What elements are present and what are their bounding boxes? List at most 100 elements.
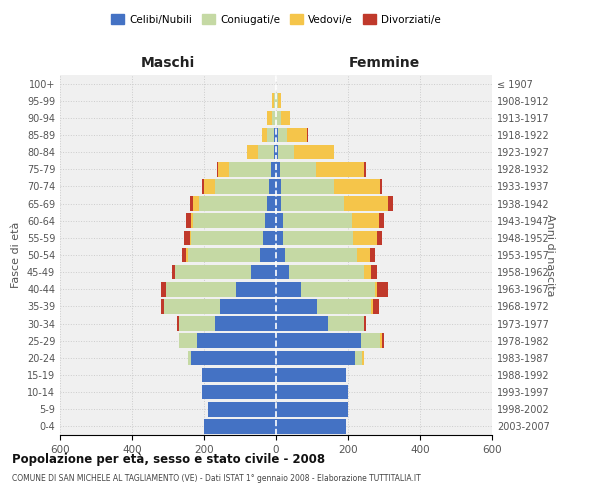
Bar xyxy=(276,385,348,400)
Bar xyxy=(179,334,197,348)
Bar xyxy=(276,214,283,228)
Bar xyxy=(269,179,276,194)
Bar xyxy=(276,402,348,416)
Bar xyxy=(191,350,276,365)
Bar xyxy=(276,419,346,434)
Bar xyxy=(215,316,276,331)
Bar xyxy=(263,230,276,245)
Bar xyxy=(355,350,362,365)
Bar xyxy=(276,334,361,348)
Bar xyxy=(317,299,371,314)
Bar xyxy=(353,230,377,245)
Bar xyxy=(166,282,236,296)
Bar xyxy=(276,282,301,296)
Bar xyxy=(287,128,307,142)
Bar xyxy=(307,128,308,142)
Y-axis label: Fasce di età: Fasce di età xyxy=(11,222,21,288)
Bar xyxy=(186,214,191,228)
Bar xyxy=(186,248,188,262)
Bar xyxy=(364,265,371,280)
Bar xyxy=(301,282,375,296)
Bar xyxy=(190,230,191,245)
Bar xyxy=(373,299,379,314)
Bar xyxy=(161,282,166,296)
Bar xyxy=(283,230,353,245)
Bar xyxy=(262,128,267,142)
Bar xyxy=(377,282,388,296)
Text: COMUNE DI SAN MICHELE AL TAGLIAMENTO (VE) - Dati ISTAT 1° gennaio 2008 - Elabora: COMUNE DI SAN MICHELE AL TAGLIAMENTO (VE… xyxy=(12,474,421,483)
Bar xyxy=(220,299,276,314)
Bar xyxy=(361,334,380,348)
Bar xyxy=(218,162,229,176)
Bar xyxy=(276,179,281,194)
Bar xyxy=(281,196,344,211)
Bar xyxy=(278,128,287,142)
Bar xyxy=(202,368,276,382)
Bar xyxy=(379,214,384,228)
Text: Maschi: Maschi xyxy=(141,56,195,70)
Bar xyxy=(265,214,276,228)
Bar xyxy=(278,145,294,160)
Bar xyxy=(276,145,278,160)
Bar xyxy=(208,402,276,416)
Bar xyxy=(352,214,379,228)
Bar xyxy=(281,179,334,194)
Bar xyxy=(164,299,220,314)
Bar xyxy=(283,214,352,228)
Bar xyxy=(190,196,193,211)
Bar xyxy=(276,368,346,382)
Bar xyxy=(179,316,215,331)
Bar xyxy=(334,179,380,194)
Bar xyxy=(316,162,364,176)
Bar xyxy=(175,265,251,280)
Bar xyxy=(188,248,260,262)
Bar xyxy=(375,282,377,296)
Bar xyxy=(204,419,276,434)
Bar xyxy=(202,179,204,194)
Bar xyxy=(357,248,370,262)
Bar xyxy=(280,162,316,176)
Bar xyxy=(371,265,377,280)
Bar xyxy=(217,162,218,176)
Bar xyxy=(276,230,283,245)
Bar xyxy=(177,316,179,331)
Bar xyxy=(281,110,290,125)
Bar xyxy=(274,94,276,108)
Bar xyxy=(380,334,382,348)
Bar xyxy=(276,316,328,331)
Bar xyxy=(229,162,271,176)
Bar xyxy=(251,265,276,280)
Bar xyxy=(388,196,393,211)
Bar xyxy=(267,196,276,211)
Bar xyxy=(184,230,190,245)
Bar xyxy=(274,145,276,160)
Bar xyxy=(172,265,175,280)
Bar xyxy=(182,248,186,262)
Bar xyxy=(258,145,274,160)
Bar xyxy=(236,282,276,296)
Bar xyxy=(191,230,263,245)
Bar xyxy=(328,316,364,331)
Bar xyxy=(202,385,276,400)
Bar xyxy=(276,94,278,108)
Bar xyxy=(276,265,289,280)
Bar xyxy=(272,110,276,125)
Bar xyxy=(188,350,191,365)
Bar xyxy=(199,196,267,211)
Text: Femmine: Femmine xyxy=(349,56,419,70)
Bar xyxy=(380,179,382,194)
Bar xyxy=(371,299,373,314)
Bar xyxy=(344,196,388,211)
Bar xyxy=(285,248,357,262)
Bar xyxy=(276,128,278,142)
Bar xyxy=(193,196,199,211)
Bar xyxy=(276,248,285,262)
Bar xyxy=(204,179,215,194)
Bar xyxy=(276,350,355,365)
Bar xyxy=(215,179,269,194)
Bar xyxy=(193,214,265,228)
Bar xyxy=(294,145,334,160)
Bar xyxy=(267,110,272,125)
Bar xyxy=(271,162,276,176)
Bar xyxy=(247,145,258,160)
